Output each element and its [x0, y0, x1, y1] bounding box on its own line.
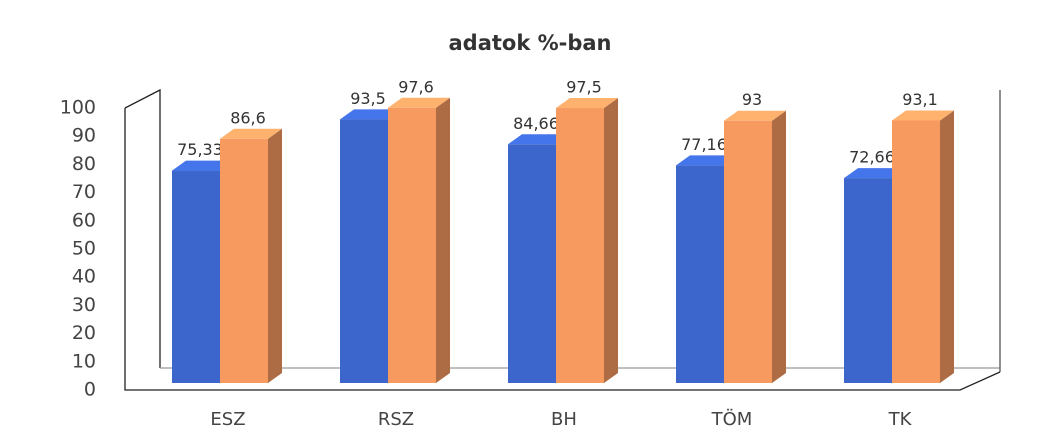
bar-top	[388, 97, 450, 108]
bar	[556, 108, 604, 384]
x-tick-label: ESZ	[210, 409, 245, 430]
y-tick-label: 90	[72, 125, 96, 147]
bar-top	[556, 98, 618, 109]
bar-top	[220, 128, 282, 139]
y-tick-label: 60	[72, 209, 96, 231]
bar	[892, 120, 940, 383]
bar	[724, 120, 772, 384]
bar-side	[772, 110, 786, 384]
value-label: 86,6	[230, 108, 266, 127]
bar-side	[268, 128, 282, 383]
bar	[844, 178, 892, 383]
bar	[508, 144, 556, 383]
bar-side	[940, 110, 954, 383]
value-label: 75,33	[177, 140, 223, 159]
value-label: 93,1	[902, 90, 938, 109]
x-tick-label: BH	[551, 409, 577, 430]
value-label: 93	[742, 90, 762, 109]
bar-top	[676, 155, 738, 166]
bar-side	[436, 97, 450, 383]
y-tick-label: 10	[72, 350, 96, 372]
bar-top	[172, 160, 234, 171]
floor-front	[124, 108, 1001, 391]
bar	[340, 119, 388, 383]
bar-top	[844, 168, 906, 179]
y-tick-label: 50	[72, 238, 96, 260]
x-tick-label: TÖM	[711, 408, 753, 430]
y-tick-label: 40	[72, 266, 96, 288]
y-tick-label: 20	[72, 322, 96, 344]
value-label: 93,5	[350, 89, 386, 108]
bar	[676, 165, 724, 383]
chart-title: adatok %-ban	[448, 31, 611, 55]
x-tick-label: TK	[888, 409, 913, 430]
value-label: 77,16	[681, 135, 727, 154]
value-label: 72,66	[849, 148, 895, 167]
bar-top	[724, 110, 786, 121]
bar	[172, 170, 220, 383]
back-wall-left	[124, 88, 161, 368]
bar	[388, 107, 436, 383]
x-tick-label: RSZ	[378, 409, 414, 430]
bar-top	[340, 109, 402, 120]
bar-top	[892, 110, 954, 121]
y-tick-label: 0	[84, 379, 96, 401]
y-tick-label: 30	[72, 294, 96, 316]
y-tick-label: 80	[72, 153, 96, 175]
value-label: 84,66	[513, 114, 559, 133]
value-label: 97,6	[398, 77, 434, 96]
bar-top	[508, 134, 570, 145]
y-tick-label: 70	[72, 181, 96, 203]
y-tick-label: 100	[60, 97, 96, 119]
bar	[220, 138, 268, 383]
value-label: 97,5	[566, 78, 602, 97]
bar-side	[604, 98, 618, 384]
